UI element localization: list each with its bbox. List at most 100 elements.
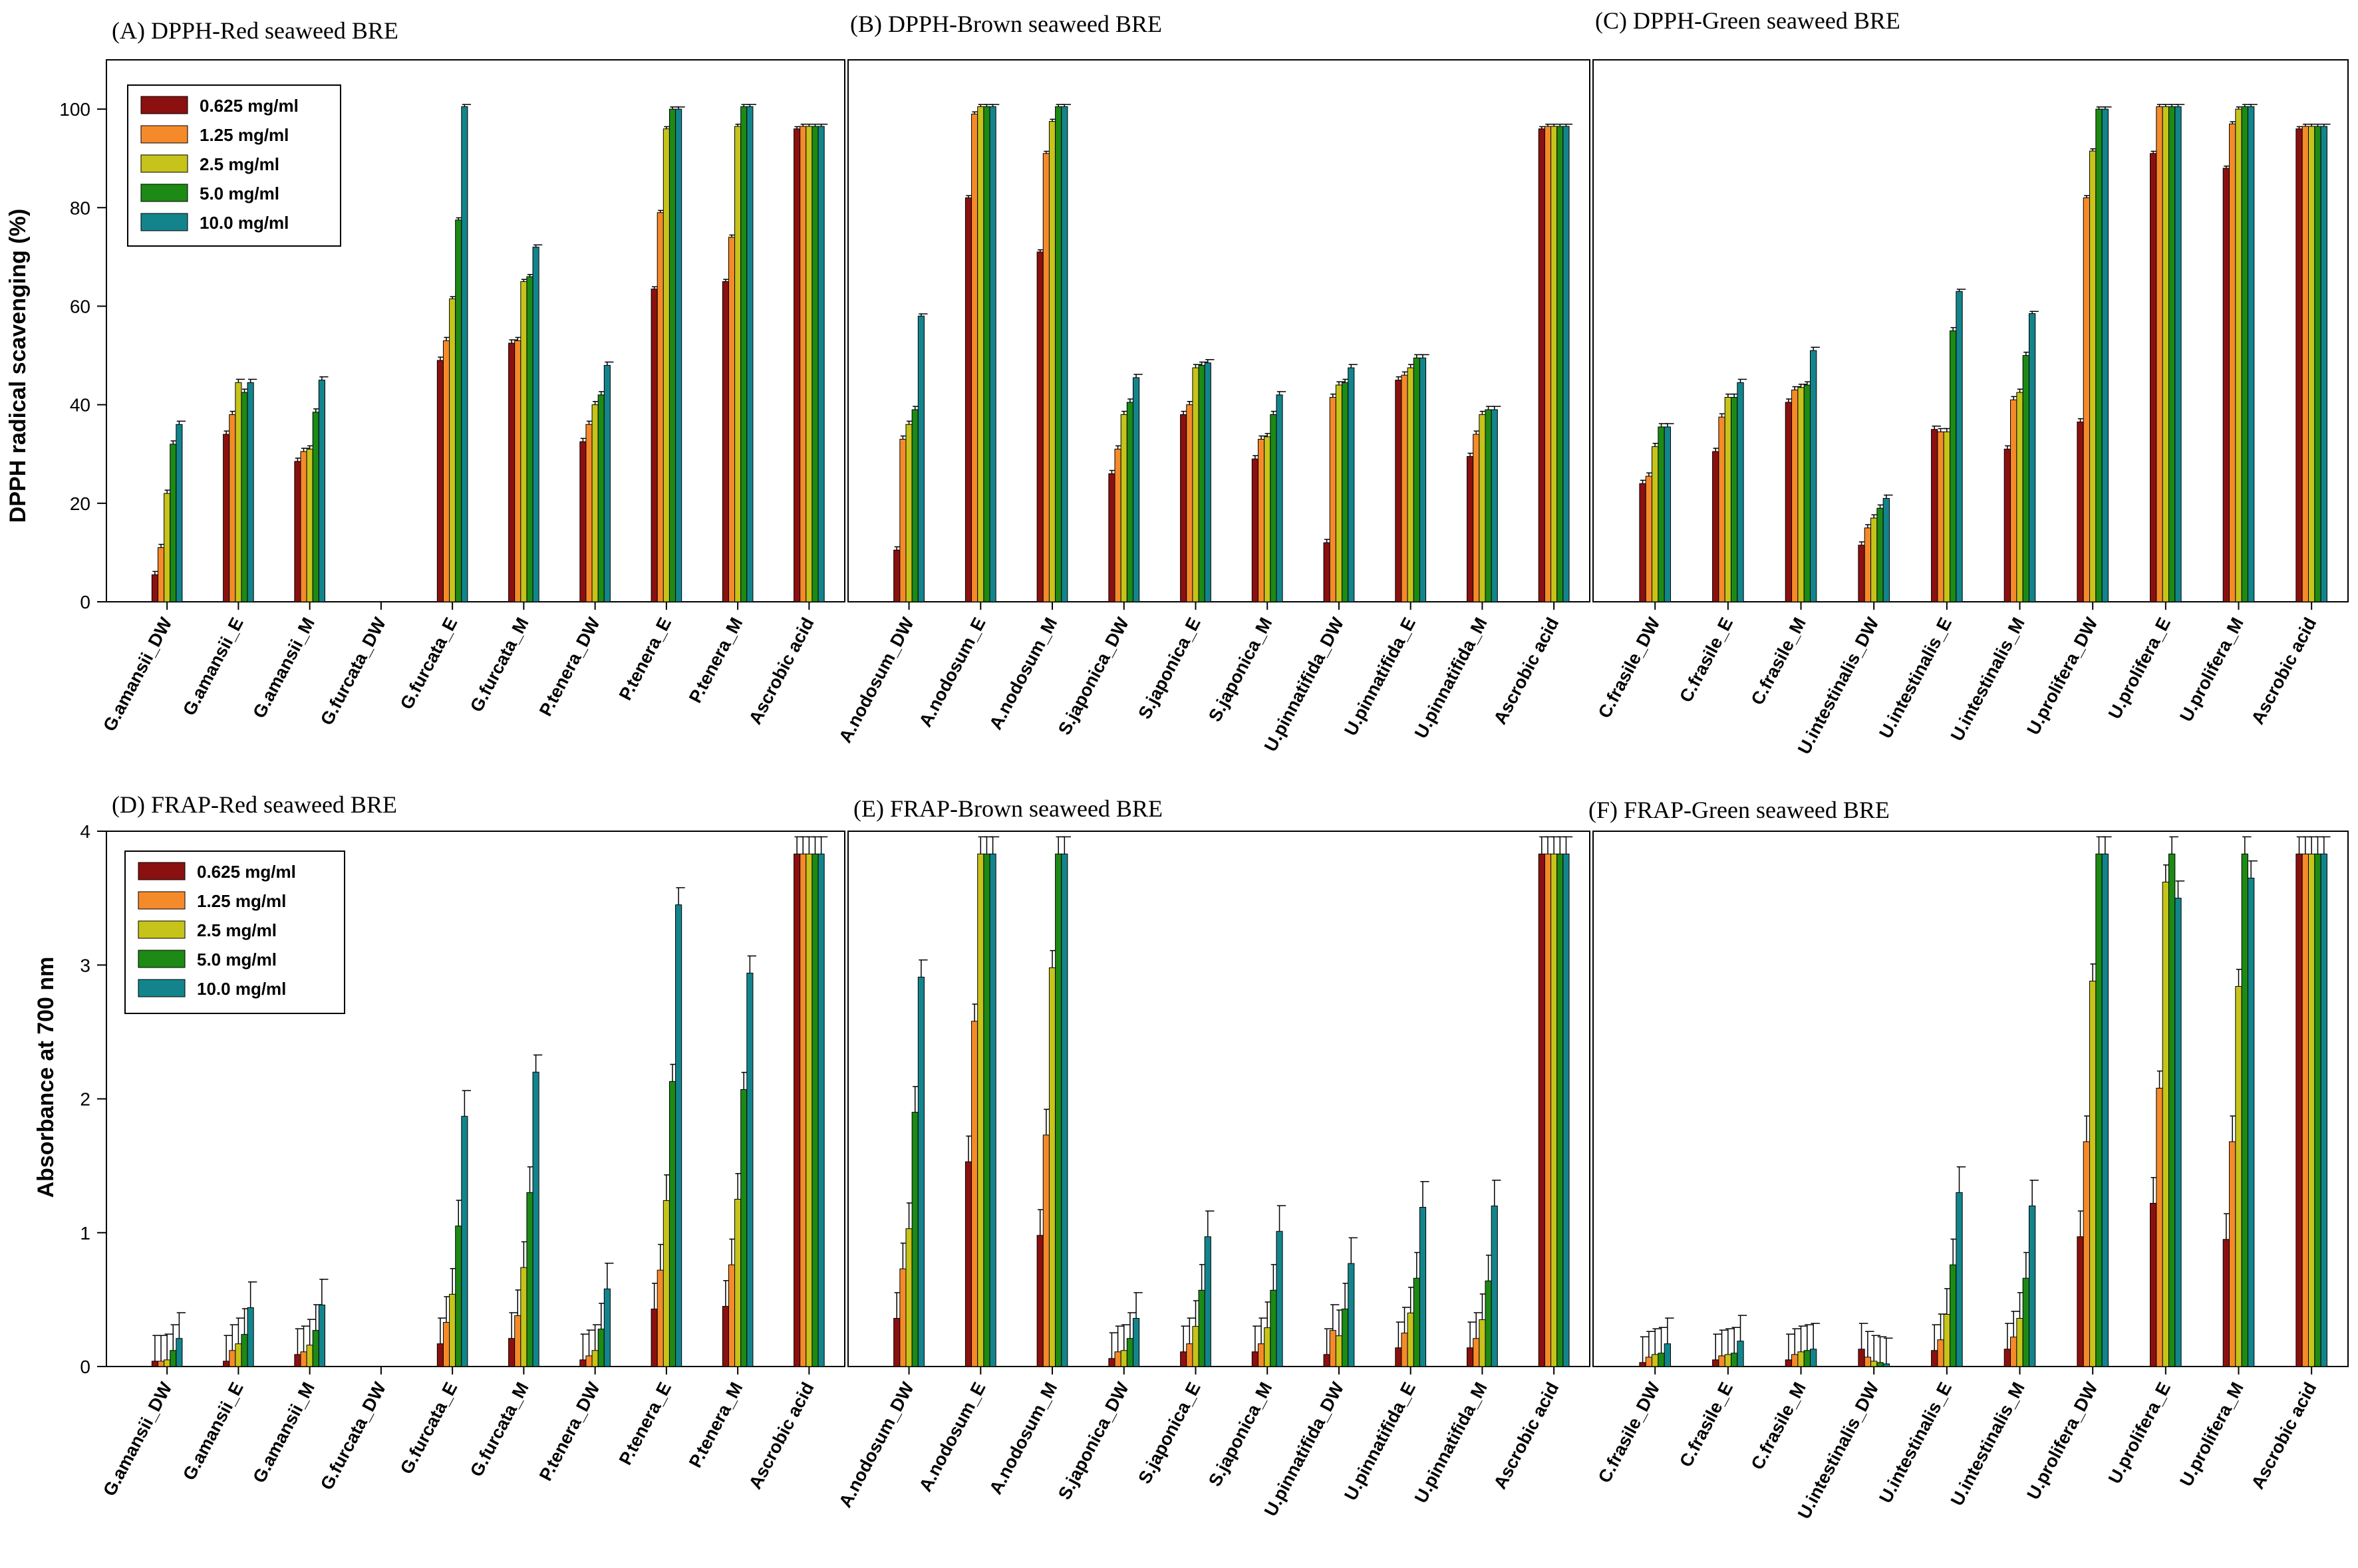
bar xyxy=(2241,106,2248,602)
bar xyxy=(1323,1354,1330,1367)
bar xyxy=(989,853,996,1367)
bar xyxy=(905,424,913,602)
bar xyxy=(2162,881,2170,1367)
category-label: S.japonica_DW xyxy=(1054,1378,1133,1503)
bar xyxy=(2295,128,2303,602)
bar xyxy=(2077,422,2084,602)
bar xyxy=(746,106,754,602)
bar xyxy=(591,1350,599,1367)
bar xyxy=(893,549,901,602)
bar xyxy=(1042,153,1050,602)
bar xyxy=(1270,1289,1277,1367)
bar xyxy=(893,1318,901,1367)
bar xyxy=(2295,853,2303,1367)
bar xyxy=(1876,507,1884,602)
bar xyxy=(2010,399,2017,602)
bar xyxy=(2095,853,2103,1367)
bar xyxy=(1550,853,1558,1367)
bar xyxy=(663,1200,670,1367)
category-label: P.tenera_E xyxy=(615,1379,675,1468)
bar xyxy=(1882,1363,1890,1367)
bar xyxy=(312,1330,319,1367)
legend-label: 10.0 mg/ml xyxy=(200,213,289,233)
bar xyxy=(1120,414,1127,602)
bar xyxy=(964,197,972,602)
bar xyxy=(1937,1339,1944,1367)
category-label: Ascrobic acid xyxy=(745,614,818,727)
bar xyxy=(1264,436,1271,602)
legend-swatch xyxy=(138,920,186,939)
legend-swatch xyxy=(138,862,186,880)
bar xyxy=(971,1021,978,1367)
bar xyxy=(722,281,729,602)
bar xyxy=(1061,106,1068,602)
category-label: Ascrobic acid xyxy=(1490,1379,1563,1492)
bar xyxy=(1737,1341,1744,1367)
bar xyxy=(1198,1289,1205,1367)
bar xyxy=(514,1315,521,1367)
bar xyxy=(229,414,236,602)
panel-title-e: (E) FRAP-Brown seaweed BRE xyxy=(853,795,1163,822)
bar xyxy=(1473,434,1480,602)
bar xyxy=(2077,1236,2084,1367)
bar xyxy=(811,853,819,1367)
bar xyxy=(2235,985,2242,1367)
bar xyxy=(442,340,450,602)
bar xyxy=(2222,168,2230,602)
bar xyxy=(1251,458,1258,602)
bar xyxy=(1126,1338,1133,1367)
y-tick-label: 40 xyxy=(70,395,90,416)
bar xyxy=(1785,402,1793,602)
bar xyxy=(1114,448,1121,602)
bar xyxy=(1797,1351,1805,1367)
bar xyxy=(2029,1206,2036,1367)
plot-frame xyxy=(1592,59,2349,602)
bar xyxy=(1731,397,1738,602)
bar xyxy=(1204,362,1211,602)
bar xyxy=(983,853,990,1367)
bar xyxy=(1645,475,1653,602)
bar xyxy=(1108,473,1115,602)
bar xyxy=(1556,126,1564,602)
category-label: U.intestinalis_M xyxy=(1947,614,2029,745)
bar xyxy=(2162,106,2170,602)
bar xyxy=(436,1343,444,1367)
bar xyxy=(2101,108,2109,602)
plot-frame xyxy=(847,831,1590,1367)
bar xyxy=(1712,1359,1719,1367)
category-label: U.prolifera_M xyxy=(2176,1379,2247,1490)
bar xyxy=(1639,483,1646,602)
bar xyxy=(1664,1343,1672,1367)
bar xyxy=(2235,108,2242,602)
bar xyxy=(1114,1351,1121,1367)
legend-swatch xyxy=(140,184,188,202)
bar xyxy=(1407,1313,1414,1367)
bar xyxy=(1485,1280,1492,1367)
bar xyxy=(1042,1134,1050,1367)
category-label: C.frasile_M xyxy=(1747,1379,1810,1473)
bar xyxy=(312,412,319,602)
category-label: Ascrobic acid xyxy=(1490,614,1563,727)
bar xyxy=(2241,853,2248,1367)
category-label: S.japonica_E xyxy=(1134,1379,1204,1487)
bar xyxy=(917,976,925,1367)
category-label: G.furcata_E xyxy=(396,1379,462,1478)
bar xyxy=(436,360,444,602)
bar xyxy=(2247,106,2255,602)
y-tick-label: 20 xyxy=(70,493,90,514)
bar xyxy=(817,853,825,1367)
bar xyxy=(1413,357,1420,602)
legend-swatch xyxy=(140,125,188,144)
category-label: U.pinnatifida_DW xyxy=(1260,614,1348,755)
bar xyxy=(2314,126,2321,602)
y-tick-label: 0 xyxy=(80,592,90,612)
bar xyxy=(734,126,742,602)
bar xyxy=(1956,291,1963,602)
bar xyxy=(811,126,819,602)
bar xyxy=(675,108,682,602)
bar xyxy=(170,444,177,602)
bar xyxy=(247,382,254,602)
category-label: Ascrobic acid xyxy=(2248,1379,2321,1492)
bar xyxy=(657,212,664,602)
